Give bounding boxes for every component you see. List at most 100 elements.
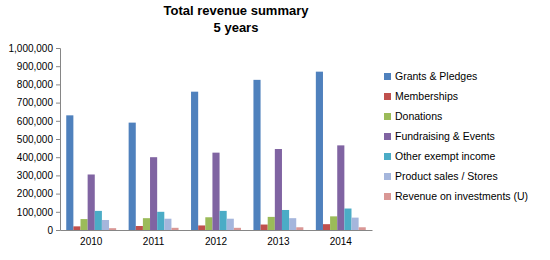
- x-axis: 2010 2011 2012 2013 2014: [61, 231, 373, 248]
- bar: [81, 219, 88, 230]
- legend-item: Memberships: [384, 90, 458, 102]
- y-axis: 0100,000200,000300,000400,000500,000600,…: [9, 43, 61, 236]
- y-tick-mark: [56, 84, 60, 85]
- y-tick: 600,000: [17, 116, 60, 127]
- legend-swatch: [384, 113, 391, 120]
- y-tick: 800,000: [17, 79, 60, 90]
- bar: [268, 217, 275, 230]
- bar: [253, 80, 260, 230]
- bar: [234, 228, 241, 230]
- legend-item: Revenue on investments (U): [384, 190, 528, 202]
- bar-series: [95, 209, 352, 230]
- bar: [220, 211, 227, 230]
- bar: [129, 123, 136, 230]
- bar: [289, 218, 296, 230]
- y-tick-label: 600,000: [17, 116, 54, 127]
- legend-label: Memberships: [395, 90, 458, 102]
- bar: [150, 157, 157, 230]
- bar: [316, 72, 323, 230]
- y-tick-label: 700,000: [17, 97, 54, 108]
- x-tick: 2011: [143, 236, 165, 247]
- legend-label: Revenue on investments (U): [395, 190, 528, 202]
- y-tick-mark: [56, 194, 60, 195]
- legend-label: Other exempt income: [395, 150, 496, 162]
- y-axis-line: [56, 49, 61, 231]
- x-axis-line: [61, 230, 373, 231]
- legend-item: Other exempt income: [384, 150, 496, 162]
- x-tick: 2013: [267, 236, 290, 247]
- x-tick: 2014: [330, 236, 353, 247]
- y-tick-label: 200,000: [17, 188, 54, 199]
- bar: [344, 209, 351, 230]
- chart-subtitle: 5 years: [214, 20, 259, 35]
- y-tick-mark: [56, 48, 60, 49]
- bar: [337, 145, 344, 230]
- bar: [275, 149, 282, 230]
- y-tick: 700,000: [17, 97, 60, 108]
- bars: [66, 72, 366, 230]
- x-tick: 2012: [205, 236, 228, 247]
- legend-swatch: [384, 153, 391, 160]
- y-tick: 0: [47, 225, 60, 236]
- y-tick-label: 500,000: [17, 134, 54, 145]
- x-tick-label: 2014: [330, 236, 353, 247]
- bar: [73, 226, 80, 230]
- y-tick-label: 0: [47, 225, 53, 236]
- legend-label: Product sales / Stores: [395, 170, 498, 182]
- y-tick: 900,000: [17, 61, 60, 72]
- y-tick-label: 900,000: [17, 61, 54, 72]
- bar: [330, 216, 337, 230]
- bar: [95, 211, 102, 230]
- y-tick: 500,000: [17, 134, 60, 145]
- bar-series: [66, 72, 323, 230]
- legend-swatch: [384, 93, 391, 100]
- plot-area: 0100,000200,000300,000400,000500,000600,…: [9, 43, 373, 247]
- y-tick: 300,000: [17, 170, 60, 181]
- x-tick-label: 2013: [267, 236, 290, 247]
- legend-label: Grants & Pledges: [395, 70, 477, 82]
- y-tick-mark: [56, 103, 60, 104]
- y-tick-label: 400,000: [17, 152, 54, 163]
- chart-title: Total revenue summary: [164, 3, 310, 18]
- bar: [227, 219, 234, 230]
- x-tick-label: 2012: [205, 236, 228, 247]
- bar: [351, 218, 358, 230]
- bar: [136, 226, 143, 230]
- bar: [171, 228, 178, 230]
- legend-swatch: [384, 133, 391, 140]
- legend-swatch: [384, 193, 391, 200]
- legend-swatch: [384, 73, 391, 80]
- y-tick: 400,000: [17, 152, 60, 163]
- bar: [359, 227, 366, 230]
- y-tick: 1,000,000: [9, 43, 61, 54]
- legend-label: Fundraising & Events: [395, 130, 495, 142]
- y-tick-mark: [56, 121, 60, 122]
- bar-series: [102, 218, 359, 230]
- bar: [88, 174, 95, 230]
- y-tick-label: 800,000: [17, 79, 54, 90]
- bar: [261, 225, 268, 230]
- bar: [157, 212, 164, 230]
- x-tick: 2010: [80, 236, 103, 247]
- y-tick-mark: [56, 157, 60, 158]
- bar: [191, 92, 198, 230]
- legend-swatch: [384, 173, 391, 180]
- legend-item: Product sales / Stores: [384, 170, 498, 182]
- bar: [164, 219, 171, 230]
- x-tick-label: 2010: [80, 236, 103, 247]
- y-tick-mark: [56, 212, 60, 213]
- bar-series: [81, 216, 338, 230]
- bar-series: [109, 227, 366, 230]
- bar: [323, 224, 330, 230]
- y-tick-label: 300,000: [17, 170, 54, 181]
- bar: [205, 217, 212, 230]
- y-tick-mark: [56, 230, 60, 231]
- bar: [296, 227, 303, 230]
- bar: [109, 228, 116, 230]
- bar: [143, 218, 150, 230]
- legend-item: Grants & Pledges: [384, 70, 477, 82]
- legend-item: Donations: [384, 110, 442, 122]
- y-tick-mark: [56, 139, 60, 140]
- bar: [212, 153, 219, 230]
- y-tick-mark: [56, 66, 60, 67]
